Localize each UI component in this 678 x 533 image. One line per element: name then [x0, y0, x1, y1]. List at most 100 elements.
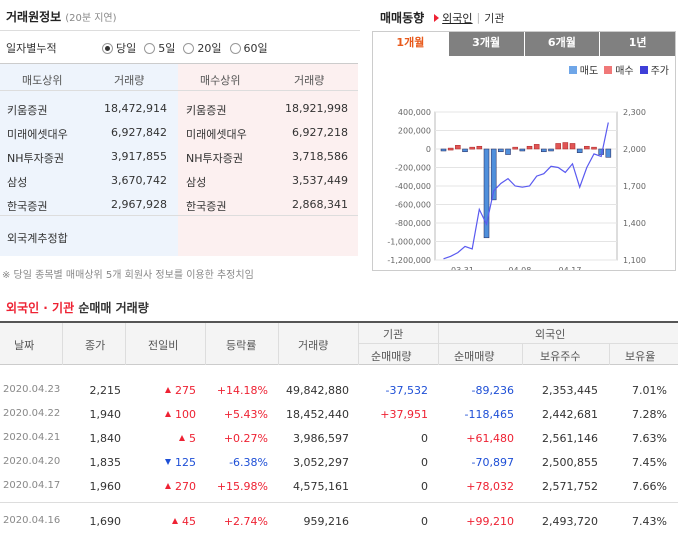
row-volume: 49,842,880 [286, 384, 349, 397]
row-volume: 3,986,597 [293, 432, 349, 445]
y-left-tick-label: -400,000 [395, 182, 431, 191]
arrow-right-icon [434, 13, 440, 22]
broker-row: 미래에셋대우 6,927,842 미래에셋대우 6,927,218 [0, 122, 358, 145]
buy-top-header: 매수상위 [200, 74, 241, 87]
x-tick-label: 03.31 [451, 266, 474, 270]
net-bar [562, 142, 569, 150]
row-rate: +2.74% [223, 515, 268, 528]
y-right-tick-label: 1,700 [623, 182, 646, 191]
trend-title: 매매동향 [380, 11, 425, 25]
row-foreign-ratio: 7.45% [632, 456, 667, 469]
y-left-tick-label: -1,000,000 [387, 238, 431, 247]
buy-side-panel [178, 63, 358, 256]
arrow-up-icon [165, 411, 171, 417]
trend-chart: 400,000 200,000 0 -200,000 -400,000 -600,000 -… [387, 108, 646, 270]
divider [125, 323, 126, 365]
trend-header: 매매동향 외국인 | 기관 [380, 9, 505, 26]
sell-broker-volume: 6,927,842 [111, 126, 167, 139]
header-foreign-ratio: 보유율 [625, 350, 656, 363]
separator: | [476, 11, 481, 24]
header-rate: 등락률 [226, 339, 257, 352]
row-rate: +15.98% [216, 480, 268, 493]
y-right-tick-label: 1,100 [623, 256, 646, 265]
trend-link-foreign[interactable]: 외국인 [442, 11, 473, 25]
y-left-tick-label: 200,000 [398, 127, 431, 136]
divider [358, 343, 678, 344]
row-foreign-ratio: 7.43% [632, 515, 667, 528]
row-rate: +5.43% [223, 408, 268, 421]
row-change: 270 [165, 480, 196, 493]
row-rate: +0.27% [223, 432, 268, 445]
y-left-tick-label: 0 [426, 145, 431, 154]
tab-3-months[interactable]: 3개월 [447, 32, 524, 56]
buy-broker-name: 삼성 [186, 176, 207, 189]
row-change: 125 [165, 456, 196, 469]
tab-1-year[interactable]: 1년 [599, 32, 675, 56]
legend-sell: 매도 [568, 62, 598, 77]
header-change: 전일비 [148, 339, 179, 352]
period-option-5d[interactable]: 5일 [144, 40, 175, 56]
divider [609, 344, 610, 365]
legend-swatch [568, 65, 577, 74]
net-bar [591, 146, 597, 150]
divider [62, 323, 63, 365]
row-date: 2020.04.22 [3, 408, 61, 419]
net-bar [440, 148, 447, 152]
table-row: 2020.04.20 1,835 125 -6.38% 3,052,297 0 -70,89… [0, 450, 678, 474]
x-tick-label: 04.08 [508, 266, 531, 270]
arrow-down-icon [165, 459, 171, 465]
period-option-today[interactable]: 당일 [102, 40, 136, 56]
row-foreign-net: -89,236 [471, 384, 514, 397]
header-institution: 기관 [383, 328, 404, 341]
divider [522, 344, 523, 365]
period-option-60d[interactable]: 60일 [229, 40, 268, 56]
net-bar [576, 148, 583, 153]
divider [0, 502, 678, 503]
row-rate: +14.18% [216, 384, 268, 397]
broker-info-title: 거래원정보 [6, 10, 62, 24]
header-close: 종가 [85, 339, 106, 352]
row-volume: 3,052,297 [293, 456, 349, 469]
chart-legend: 매도 매수 주가 [563, 62, 669, 77]
row-foreign-net: -70,897 [471, 456, 514, 469]
row-foreign-net: +99,210 [466, 515, 514, 528]
x-tick-label: 04.17 [559, 266, 582, 270]
row-close: 2,215 [89, 384, 122, 397]
row-foreign-ratio: 7.63% [632, 432, 667, 445]
row-inst-net: -37,532 [385, 384, 428, 397]
header-foreign-hold: 보유주수 [540, 350, 581, 363]
row-close: 1,960 [89, 480, 122, 493]
row-change-value: 45 [182, 515, 196, 528]
table-row: 2020.04.22 1,940 100 +5.43% 18,452,440 +37,95… [0, 402, 678, 426]
estimate-note: ※ 당일 종목별 매매상위 5개 회원사 정보를 이용한 추정치임 [2, 270, 254, 281]
buy-broker-volume: 6,927,218 [292, 126, 348, 139]
radio-icon [229, 42, 241, 54]
net-bar [476, 145, 483, 150]
legend-buy: 매수 [604, 62, 634, 77]
sell-broker-volume: 3,670,742 [111, 174, 167, 187]
trend-link-institution[interactable]: 기관 [484, 11, 505, 25]
row-inst-net: 0 [421, 432, 428, 445]
arrow-up-icon [179, 435, 185, 441]
y-left-tick-label: -600,000 [395, 201, 431, 210]
header-date: 날짜 [14, 339, 35, 352]
row-foreign-hold: 2,571,752 [542, 480, 598, 493]
divider [438, 323, 439, 365]
row-foreign-hold: 2,561,146 [542, 432, 598, 445]
row-foreign-hold: 2,442,681 [542, 408, 598, 421]
net-bar [519, 148, 526, 152]
radio-icon [183, 42, 195, 54]
period-option-20d[interactable]: 20일 [183, 40, 222, 56]
foreign-estimate-label: 외국계추정합 [7, 232, 68, 245]
arrow-up-icon [172, 518, 178, 524]
tab-1-month[interactable]: 1개월 [373, 32, 448, 56]
header-inst-net: 순매매량 [371, 350, 412, 363]
row-date: 2020.04.16 [3, 515, 61, 526]
table-row: 2020.04.23 2,215 275 +14.18% 49,842,880 -37,5… [0, 378, 678, 402]
buy-broker-name: NH투자증권 [186, 152, 243, 165]
sell-broker-volume: 2,967,928 [111, 198, 167, 211]
row-date: 2020.04.17 [3, 480, 61, 491]
row-change-value: 125 [175, 456, 196, 469]
buy-volume-header: 거래량 [294, 74, 325, 87]
tab-6-months[interactable]: 6개월 [523, 32, 600, 56]
